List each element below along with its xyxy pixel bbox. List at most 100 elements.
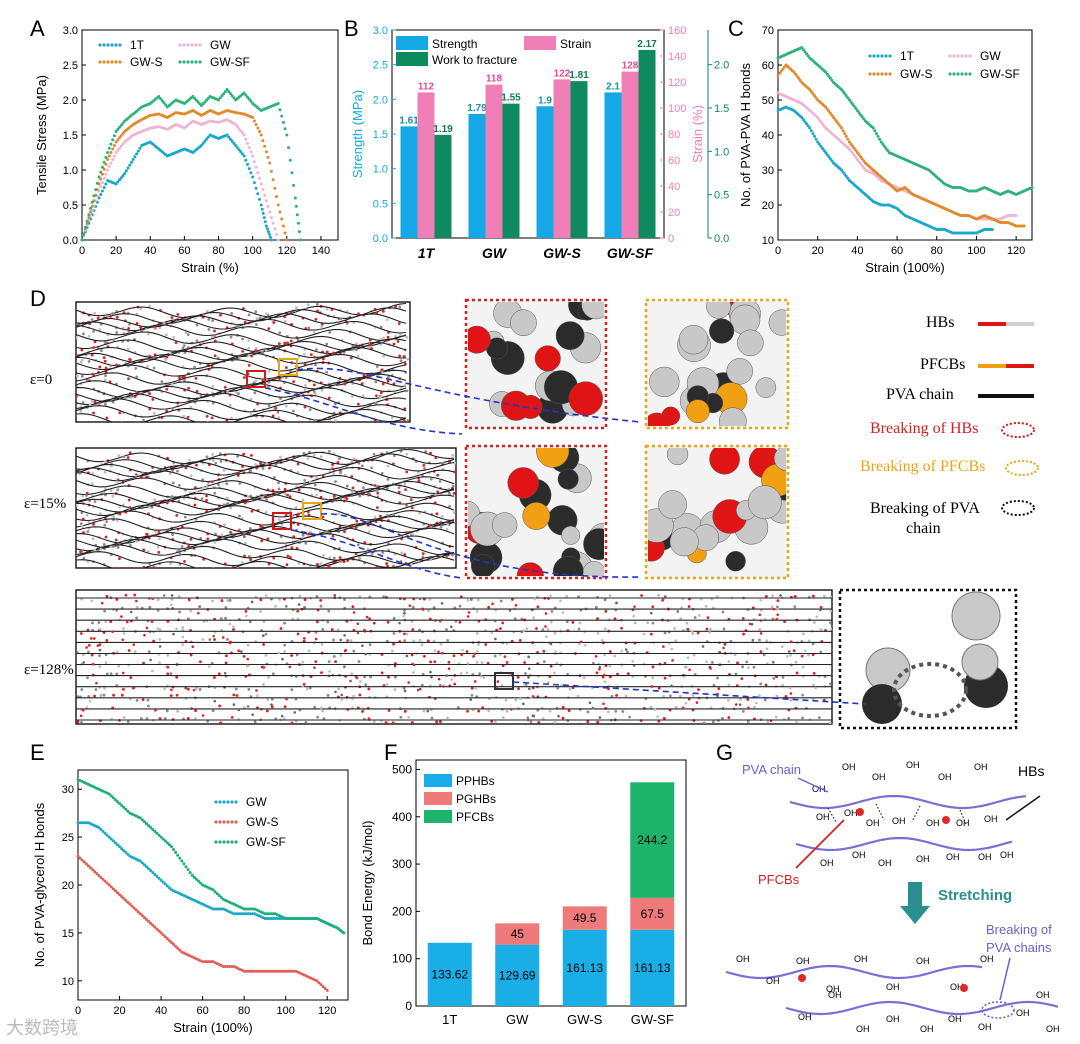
pfcb-marker: [278, 358, 298, 376]
atom: [339, 653, 343, 657]
x-axis-label: Strain (100%): [173, 1020, 252, 1035]
atom: [230, 311, 234, 315]
series-gw-sf-point: [92, 194, 96, 198]
atom: [237, 708, 241, 712]
series-gw-point: [99, 185, 103, 189]
series-gw-s-point: [266, 155, 270, 159]
atom: [105, 520, 109, 524]
series-gw-point: [211, 907, 215, 911]
series-gw-point: [78, 821, 82, 825]
atom: [162, 321, 166, 325]
atom: [241, 350, 245, 353]
atom: [81, 653, 85, 657]
atom: [237, 355, 241, 359]
series-gw-s-point: [832, 116, 836, 119]
atom: [718, 407, 747, 426]
series-gw-s-point: [843, 132, 847, 136]
atom: [445, 527, 449, 531]
series-gw-s-point: [835, 120, 839, 124]
atom: [409, 498, 413, 502]
legend-gws-swatch: [106, 60, 110, 64]
atom: [405, 452, 409, 456]
atom: [303, 479, 307, 482]
series-1t-point: [131, 158, 135, 161]
series-1t-point: [118, 178, 122, 182]
atom: [247, 688, 251, 691]
y-tick-label: 3.0: [373, 25, 388, 37]
atom: [106, 314, 110, 318]
atom: [247, 363, 251, 367]
y-axis-label: Strength (MPa): [350, 90, 365, 178]
y-axis-label: No. of PVA-PVA H bonds: [738, 62, 753, 207]
series-gw-s-point: [244, 969, 248, 973]
atom: [202, 485, 205, 489]
atom: [236, 567, 239, 568]
atom: [283, 643, 287, 647]
legend-gw-label: GW: [980, 49, 1001, 63]
series-gw-s-point: [93, 870, 97, 874]
series-gw-point: [851, 151, 855, 155]
series-gw-s-point: [221, 964, 225, 968]
atom: [429, 660, 433, 664]
series-gw-s-point: [78, 856, 82, 860]
series-gw-point: [1014, 214, 1018, 217]
atom: [577, 642, 581, 646]
atom: [633, 605, 636, 608]
atom: [403, 482, 407, 486]
bar-strain: [621, 71, 639, 238]
series-gw-sf-point: [140, 818, 144, 822]
atom: [271, 414, 275, 418]
series-gw-point: [275, 232, 279, 236]
atom: [97, 621, 101, 624]
atom: [708, 631, 712, 634]
atom: [448, 504, 451, 508]
atom: [290, 721, 294, 724]
series-gw-sf-point: [244, 907, 248, 911]
atom: [118, 512, 122, 516]
atom: [328, 670, 331, 673]
oh-label: OH: [978, 852, 992, 862]
atom: [325, 307, 329, 311]
series-gw-sf-point: [805, 52, 809, 56]
series-gw-point: [263, 193, 267, 197]
atom: [688, 668, 691, 672]
atom: [511, 597, 514, 601]
atom: [197, 611, 200, 615]
series-gw-s-point: [203, 960, 207, 964]
series-gw-sf-point: [147, 824, 151, 828]
series-gw-sf-point: [800, 46, 804, 49]
atom: [219, 568, 222, 571]
atom: [104, 620, 108, 624]
series-gw-point: [237, 127, 241, 131]
y-tick-label: 3.0: [63, 25, 78, 37]
atom: [331, 534, 335, 538]
atom: [787, 716, 791, 720]
break-ellipse: [981, 1001, 1015, 1019]
atom: [142, 548, 146, 552]
atom: [418, 511, 421, 515]
atom: [320, 388, 324, 392]
atom: [109, 672, 113, 676]
atom: [505, 661, 509, 664]
atom: [620, 626, 624, 630]
atom: [477, 643, 480, 646]
legend-1t-label: 1T: [900, 49, 915, 63]
atom: [246, 657, 250, 661]
atom: [759, 650, 763, 653]
series-gw-point: [217, 907, 221, 911]
series-gw-point: [847, 147, 851, 151]
series-gw-s-point: [323, 987, 327, 990]
series-gw-sf-point: [95, 181, 99, 185]
series-gw-s-point: [99, 177, 103, 181]
atom: [244, 609, 248, 613]
atom: [420, 643, 424, 647]
atom: [417, 479, 421, 483]
atom: [411, 628, 415, 631]
atom: [112, 515, 116, 518]
legend-gws-swatch: [102, 60, 106, 64]
series-gw-sf-point: [294, 917, 298, 921]
atom: [312, 390, 316, 394]
series-gw-point: [265, 917, 269, 921]
atom: [170, 688, 173, 692]
